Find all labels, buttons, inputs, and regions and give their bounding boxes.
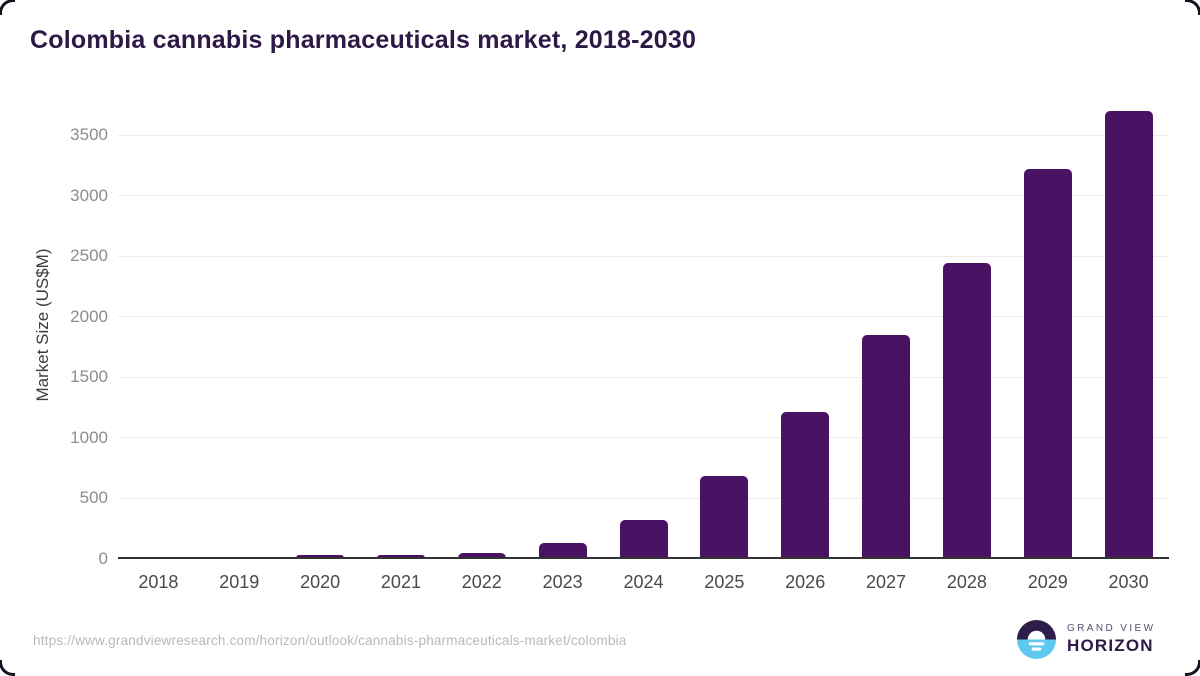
x-tick-label-2018: 2018: [118, 571, 198, 593]
source-url: https://www.grandviewresearch.com/horizo…: [33, 633, 627, 648]
x-tick-label-2028: 2028: [927, 571, 1007, 593]
bar-2029: [1024, 169, 1072, 558]
grandview-horizon-logo: GRAND VIEW HORIZON: [1017, 620, 1155, 659]
y-tick-label-2000: 2000: [20, 306, 108, 327]
y-tick-label-1500: 1500: [20, 366, 108, 387]
bar-2026: [781, 412, 829, 558]
x-tick-label-2030: 2030: [1089, 571, 1169, 593]
x-tick-label-2024: 2024: [604, 571, 684, 593]
bar-2030: [1105, 111, 1153, 558]
x-tick-label-2020: 2020: [280, 571, 360, 593]
logo-grand-view-text: GRAND VIEW: [1067, 623, 1155, 634]
y-tick-label-3500: 3500: [20, 124, 108, 145]
horizon-sun-logo-icon: [1017, 620, 1056, 659]
x-tick-label-2019: 2019: [199, 571, 279, 593]
x-tick-label-2021: 2021: [361, 571, 441, 593]
bar-2025: [700, 476, 748, 558]
y-tick-label-2500: 2500: [20, 245, 108, 266]
gridline-2500: [118, 256, 1169, 257]
x-tick-label-2023: 2023: [523, 571, 603, 593]
gridline-2000: [118, 316, 1169, 317]
y-tick-label-1000: 1000: [20, 427, 108, 448]
x-tick-label-2027: 2027: [846, 571, 926, 593]
x-tick-label-2029: 2029: [1008, 571, 1088, 593]
gridline-3500: [118, 135, 1169, 136]
gridline-3000: [118, 195, 1169, 196]
x-tick-label-2025: 2025: [684, 571, 764, 593]
bar-2028: [943, 263, 991, 558]
x-tick-label-2026: 2026: [765, 571, 845, 593]
gridline-500: [118, 498, 1169, 499]
y-tick-label-3000: 3000: [20, 185, 108, 206]
gridline-1000: [118, 437, 1169, 438]
x-tick-label-2022: 2022: [442, 571, 522, 593]
bar-2023: [539, 543, 587, 558]
logo-horizon-text: HORIZON: [1067, 636, 1155, 656]
bar-2024: [620, 520, 668, 558]
bar-2027: [862, 335, 910, 558]
y-tick-label-500: 500: [20, 487, 108, 508]
logo-wordmark: GRAND VIEW HORIZON: [1067, 623, 1155, 656]
x-axis-line: [118, 557, 1169, 559]
y-tick-label-0: 0: [20, 548, 108, 569]
gridline-1500: [118, 377, 1169, 378]
